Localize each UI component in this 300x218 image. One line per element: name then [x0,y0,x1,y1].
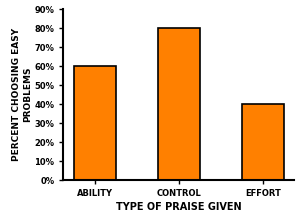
Bar [74,66,116,180]
Bar [158,28,200,180]
Bar [242,104,284,180]
Y-axis label: PERCENT CHOOSING EASY
PROBLEMS: PERCENT CHOOSING EASY PROBLEMS [12,28,32,161]
X-axis label: TYPE OF PRAISE GIVEN: TYPE OF PRAISE GIVEN [116,203,242,213]
